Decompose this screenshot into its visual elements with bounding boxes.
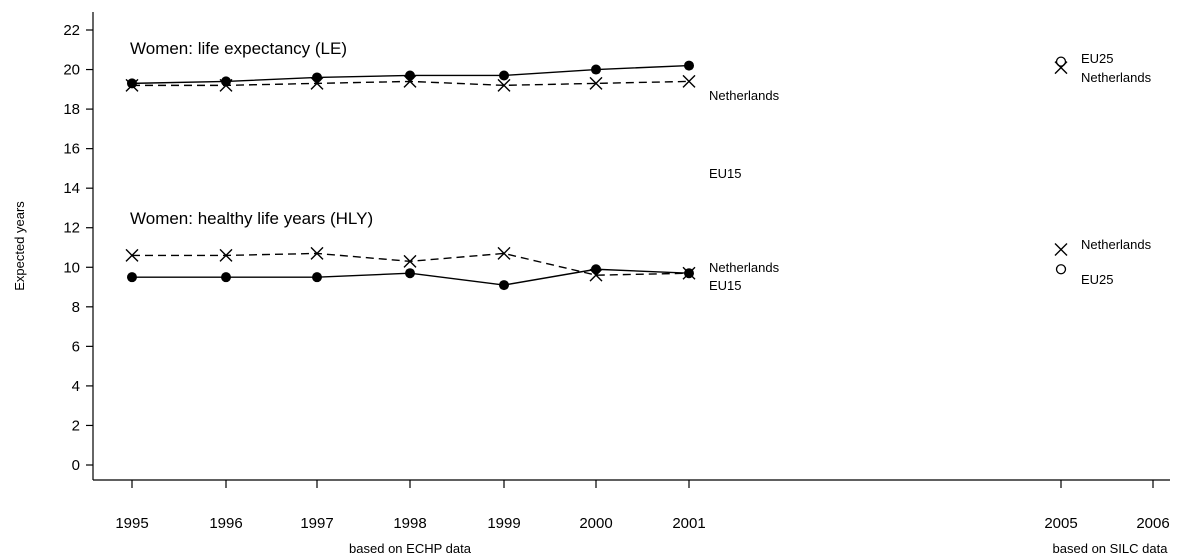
data-point-eu15-le [684,60,694,71]
data-point-netherlands-le [219,78,233,92]
data-point-netherlands-le [682,74,696,88]
label-le-netherlands-2005: Netherlands [1081,70,1152,85]
y-tick-label: 22 [63,22,80,39]
annotation-healthy-life-years: Women: healthy life years (HLY) [130,209,373,228]
data-point-netherlands-le [589,76,603,90]
data-point-netherlands-hly [1054,242,1068,256]
data-point-eu15-hly [499,280,509,291]
label-hly-netherlands-2005: Netherlands [1081,237,1152,252]
x-tick-label: 1997 [300,515,333,532]
x-ticks: 1995 1996 1997 1998 1999 2000 2001 2005 2006 [115,480,1170,532]
series-labels: EU15 Netherlands Netherlands EU15 EU25 N… [709,51,1152,293]
y-tick-label: 20 [63,62,80,79]
data-point-eu15-hly [221,272,231,283]
label-le-eu15: EU15 [709,166,742,181]
y-tick-label: 6 [72,338,80,355]
data-point-eu15-le [405,70,415,81]
data-point-netherlands-hly [403,254,417,268]
label-hly-netherlands: Netherlands [709,260,780,275]
y-tick-label: 4 [72,378,80,395]
y-tick-label: 10 [63,259,80,276]
y-tick-label: 2 [72,417,80,434]
label-le-eu25: EU25 [1081,51,1114,66]
data-point-eu15-le [312,72,322,83]
y-tick-label: 0 [72,457,80,474]
y-tick-label: 12 [63,220,80,237]
data-point-eu25-le [1055,56,1067,67]
annotation-life-expectancy: Women: life expectancy (LE) [130,39,347,58]
x-tick-label: 2005 [1044,515,1077,532]
data-point-eu15-hly [127,272,137,283]
data-point-eu15-le [591,64,601,75]
x-sublabel-silc: based on SILC data [1053,541,1169,556]
label-hly-eu25-2005: EU25 [1081,272,1114,287]
data-point-netherlands-hly [310,246,324,260]
data-point-netherlands-hly [589,268,603,282]
data-point-eu15-le [221,76,231,87]
data-point-netherlands-le [1054,61,1068,75]
axes [92,12,1170,481]
x-tick-label: 1995 [115,515,148,532]
y-tick-label: 18 [63,101,80,118]
y-tick-label: 14 [63,180,80,197]
data-point-netherlands-le [125,78,139,92]
data-point-netherlands-le [310,76,324,90]
x-sublabel-echp: based on ECHP data [349,541,472,556]
data-point-netherlands-hly [682,266,696,280]
data-point-eu15-le [499,70,509,81]
data-point-netherlands-le [497,78,511,92]
data-point-eu15-hly [591,264,601,275]
data-point-netherlands-le [403,74,417,88]
data-point-netherlands-hly [219,248,233,262]
x-tick-label: 2000 [579,515,612,532]
data-point-eu25-hly [1055,264,1067,275]
y-ticks: 0 2 4 6 8 10 12 14 16 18 20 22 [63,22,93,474]
x-tick-label: 1996 [209,515,242,532]
data-point-eu15-hly [312,272,322,283]
x-tick-label: 2006 [1136,515,1169,532]
series-layer [125,56,1068,291]
data-point-netherlands-hly [497,246,511,260]
x-tick-label: 1998 [393,515,426,532]
label-hly-eu15: EU15 [709,278,742,293]
y-axis-label: Expected years [12,201,27,291]
y-tick-label: 8 [72,299,80,316]
y-tick-label: 16 [63,141,80,158]
label-le-netherlands: Netherlands [709,88,780,103]
data-point-eu15-le [127,78,137,89]
x-tick-label: 2001 [672,515,705,532]
data-point-netherlands-hly [125,248,139,262]
x-tick-label: 1999 [487,515,520,532]
data-point-eu15-hly [405,268,415,279]
